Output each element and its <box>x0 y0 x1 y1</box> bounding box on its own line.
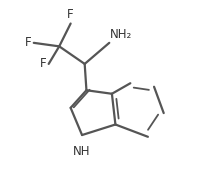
Text: NH₂: NH₂ <box>110 28 132 41</box>
Text: NH: NH <box>72 145 90 158</box>
Text: F: F <box>40 57 46 70</box>
Text: F: F <box>67 8 74 21</box>
Text: F: F <box>25 36 31 49</box>
